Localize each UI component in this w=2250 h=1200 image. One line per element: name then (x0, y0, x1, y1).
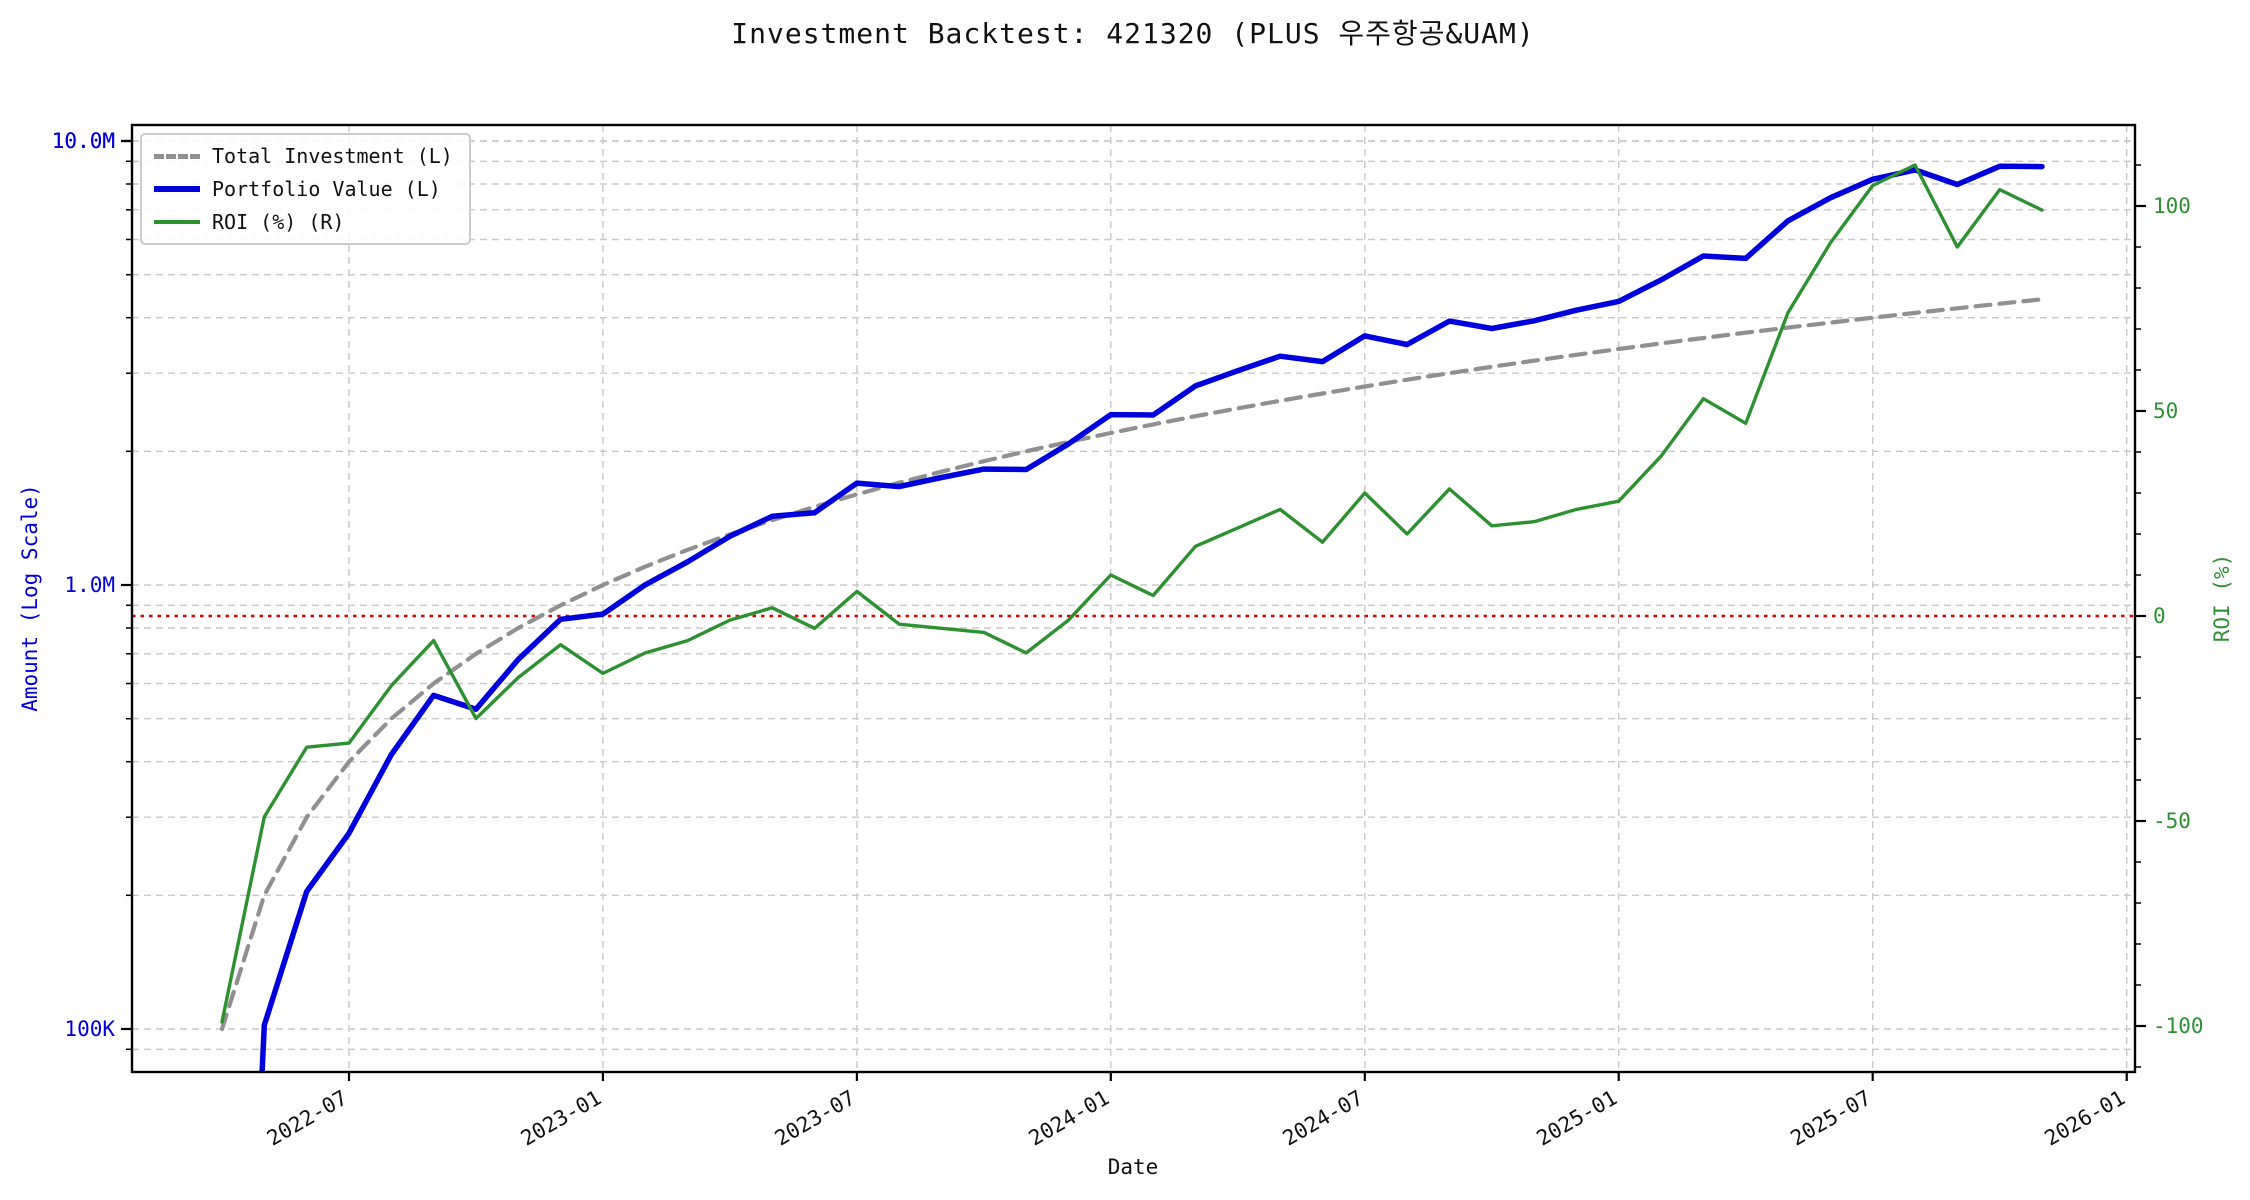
x-tick-label: 2026-01 (2041, 1086, 2130, 1151)
y-tick-label-left: 10.0M (52, 129, 115, 153)
x-tick-label: 2022-07 (263, 1086, 352, 1151)
y-axis-right: 100 50 0 -50 -100 (2135, 164, 2204, 1068)
left-axis-title: Amount (Log Scale) (18, 484, 42, 712)
plot-border (130, 123, 2137, 1074)
y-tick-label-right: 0 (2153, 604, 2166, 628)
y-tick-label-right: 50 (2153, 399, 2178, 423)
y-tick-label-right: -50 (2153, 809, 2191, 833)
x-axis: 2022-07 2023-01 2023-07 2024-01 2024-07 2025-… (263, 1072, 2129, 1151)
legend-item-portfolio-value: Portfolio Value (L) (154, 176, 453, 202)
legend-item-roi: ROI (%) (R) (154, 209, 453, 235)
x-tick-label: 2025-01 (1533, 1086, 1622, 1151)
legend-label: ROI (%) (R) (212, 210, 345, 234)
y-tick-label-right: -100 (2153, 1014, 2204, 1038)
legend-item-total-investment: Total Investment (L) (154, 143, 453, 169)
right-axis-title: ROI (%) (2210, 553, 2234, 643)
y-tick-label-left: 1.0M (64, 573, 115, 597)
x-tick-label: 2024-01 (1025, 1086, 1114, 1151)
legend-label: Total Investment (L) (212, 144, 453, 168)
total-investment-line (219, 297, 2045, 1032)
x-axis-title: Date (1107, 1155, 1159, 1179)
green-line-swatch (154, 220, 200, 224)
x-tick-label: 2025-07 (1787, 1086, 1876, 1151)
dashed-line-swatch (154, 153, 200, 159)
y-tick-label-right: 100 (2153, 194, 2191, 218)
portfolio-value-line (259, 163, 2045, 1072)
legend-label: Portfolio Value (L) (212, 177, 441, 201)
roi-line (220, 163, 2044, 1024)
y-tick-label-left: 100K (64, 1017, 115, 1041)
x-tick-label: 2023-07 (771, 1086, 860, 1151)
legend: Total Investment (L) Portfolio Value (L)… (140, 133, 471, 245)
x-tick-label: 2024-07 (1279, 1086, 1368, 1151)
y-tick-label-left: 10.0M (52, 129, 115, 153)
x-tick-label: 2023-01 (517, 1086, 606, 1151)
chart-title: Investment Backtest: 421320 (PLUS 우주항공&U… (731, 17, 1535, 50)
gridlines (132, 125, 2135, 1072)
series-lines (219, 163, 2045, 1072)
blue-line-swatch (154, 186, 200, 192)
